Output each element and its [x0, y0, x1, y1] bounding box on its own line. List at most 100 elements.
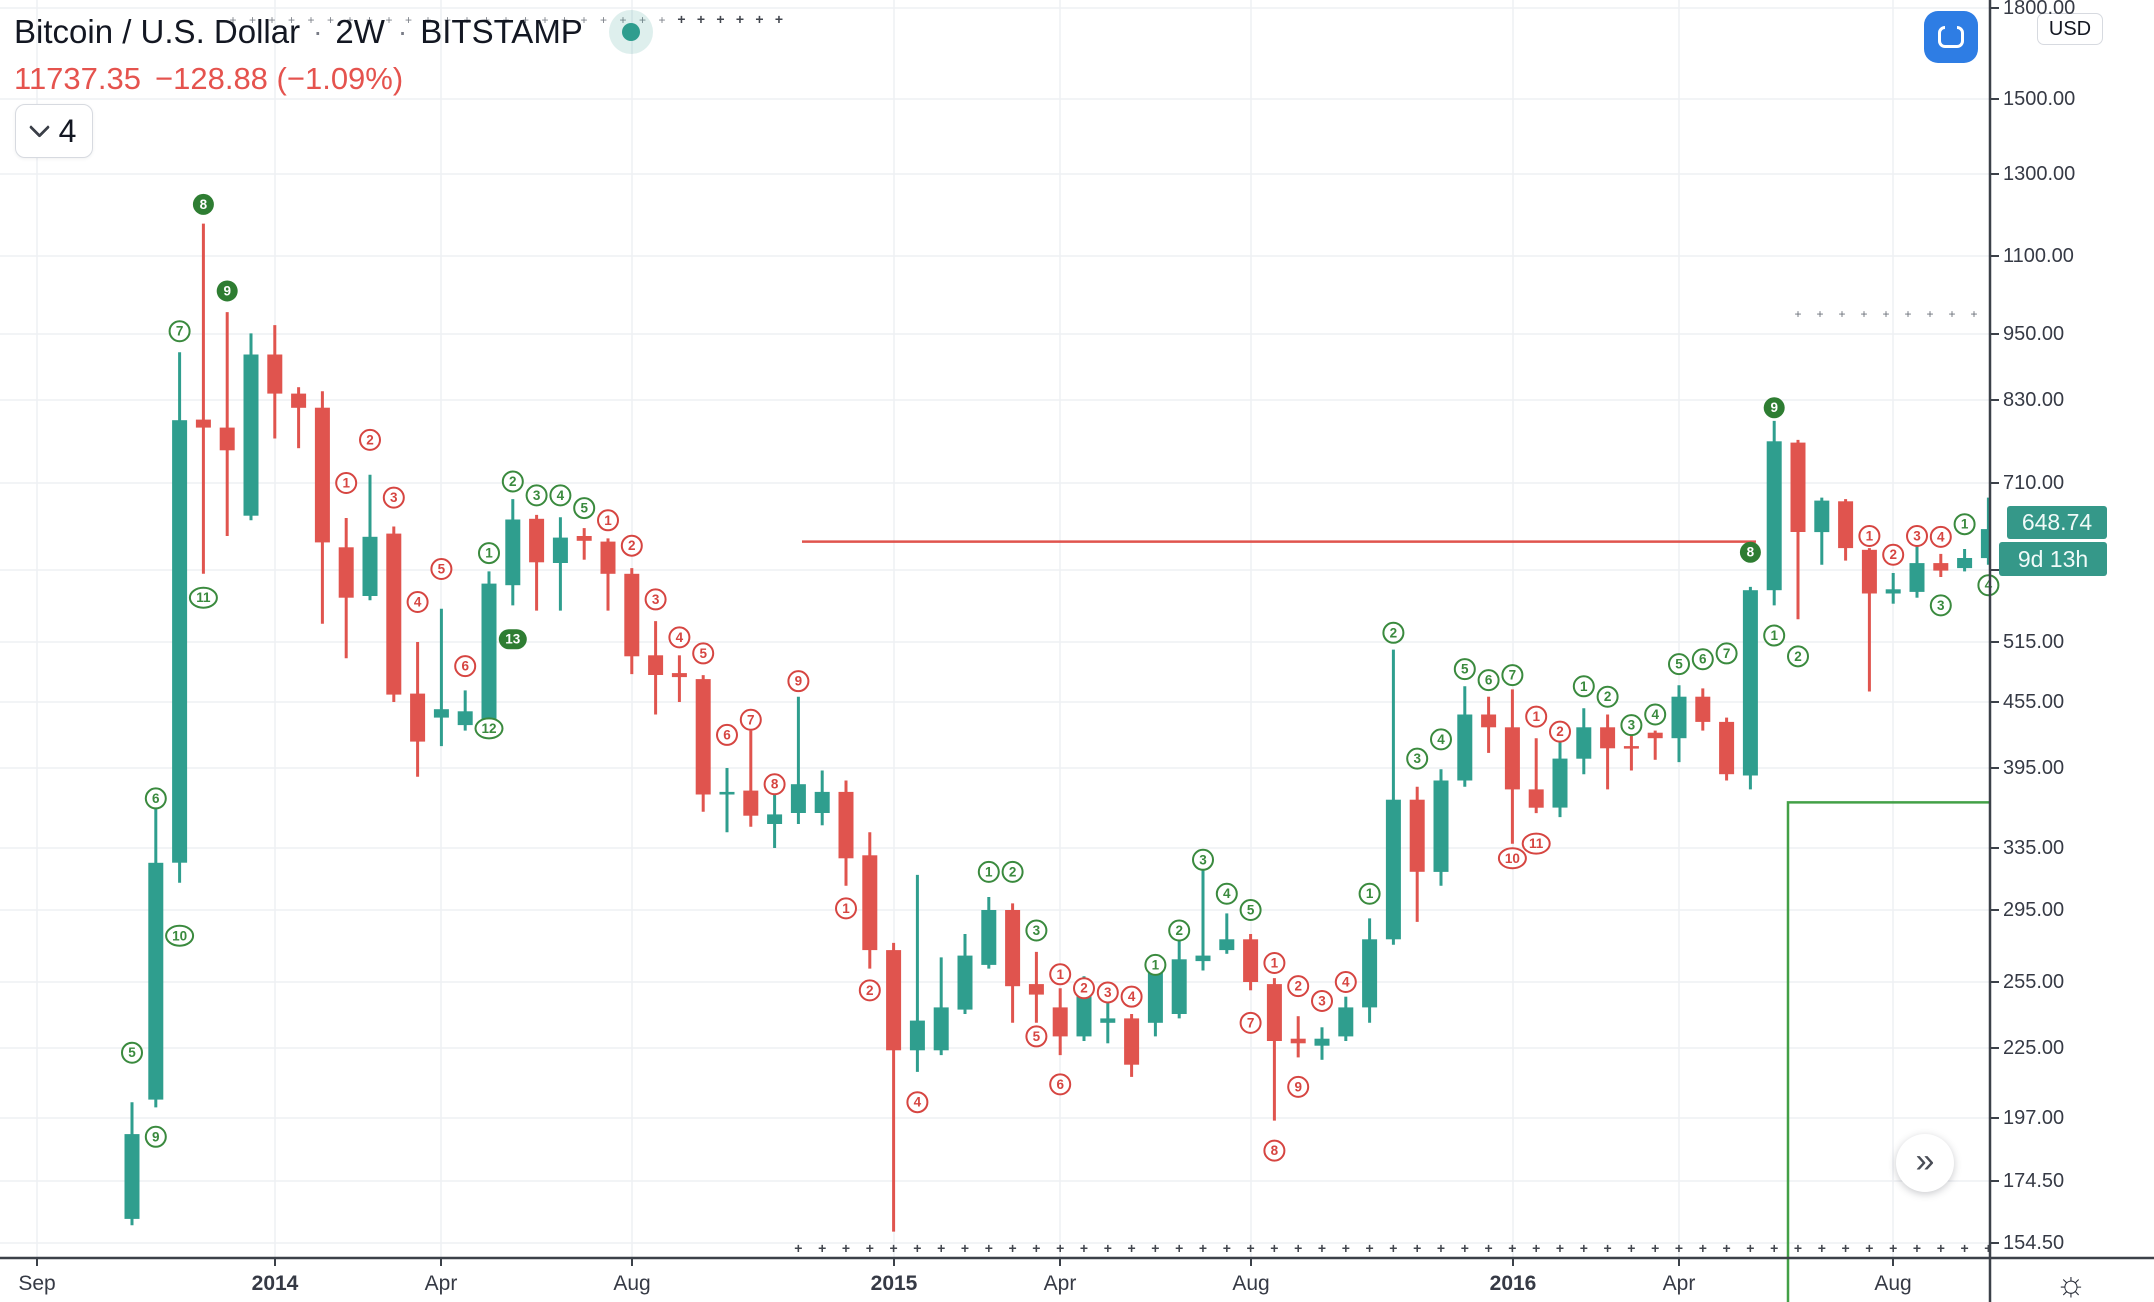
badge-outline: [644, 588, 667, 611]
svg-text:+: +: [1532, 1240, 1540, 1256]
candle-body: [1076, 988, 1092, 1037]
svg-text:3: 3: [390, 490, 398, 505]
svg-text:+: +: [1675, 1240, 1683, 1256]
badge-outline: [1763, 624, 1786, 647]
market-status-dot[interactable]: [608, 10, 653, 54]
svg-text:4: 4: [557, 488, 565, 503]
last-price-value: 11737.35: [14, 61, 141, 96]
badge-outline: [1549, 720, 1571, 743]
candle-body: [195, 419, 211, 428]
svg-text:+: +: [1389, 1240, 1397, 1256]
badge-outline: [1096, 981, 1119, 1004]
candle-body: [576, 536, 592, 541]
candle-body: [1385, 799, 1401, 940]
svg-text:2: 2: [628, 538, 636, 553]
svg-text:+: +: [1816, 307, 1823, 321]
svg-text:1: 1: [1580, 679, 1588, 694]
badge-outline: [1953, 513, 1976, 536]
svg-text:+: +: [1366, 1240, 1374, 1256]
badge-filled: [498, 629, 527, 650]
badge-outline: [1406, 747, 1429, 770]
price-tick-label: 255.00: [2003, 971, 2065, 993]
fullscreen-button[interactable]: [1924, 11, 1978, 63]
svg-text:+: +: [1794, 1240, 1802, 1256]
exchange-label[interactable]: BITSTAMP: [420, 13, 583, 50]
badge-outline: [1334, 971, 1357, 993]
svg-text:7: 7: [1509, 668, 1517, 683]
svg-text:4: 4: [1937, 529, 1945, 544]
svg-text:+: +: [1104, 1240, 1112, 1256]
candle-body: [386, 533, 402, 695]
svg-text:9: 9: [223, 283, 231, 298]
svg-text:10: 10: [1505, 851, 1520, 866]
svg-text:1: 1: [985, 864, 993, 879]
svg-text:+: +: [937, 1240, 945, 1256]
candle-body: [909, 1020, 925, 1051]
candle-body: [1885, 589, 1901, 594]
svg-text:+: +: [229, 13, 236, 27]
badge-outline: [1453, 658, 1476, 681]
svg-text:1: 1: [1866, 529, 1874, 544]
candle-body: [719, 791, 735, 795]
svg-text:+: +: [346, 13, 353, 27]
svg-text:1: 1: [1366, 886, 1374, 901]
badge-outline: [144, 1125, 167, 1148]
price-tick-label: 1300.00: [2003, 163, 2076, 185]
badge-outline: [739, 708, 762, 731]
svg-text:4: 4: [1128, 989, 1136, 1004]
badge-outline: [525, 484, 548, 507]
badge-outline: [1787, 645, 1809, 668]
price-tick-label: 830.00: [2003, 389, 2065, 411]
svg-text:3: 3: [1913, 529, 1921, 544]
svg-text:+: +: [1651, 1240, 1659, 1256]
green-step-line[interactable]: [1786, 801, 1990, 1302]
badge-outline: [1906, 525, 1928, 548]
candle-body: [1933, 563, 1949, 571]
svg-text:1: 1: [1271, 955, 1279, 970]
svg-text:+: +: [794, 1240, 802, 1256]
theme-sun-icon[interactable]: ☼: [2055, 1265, 2087, 1302]
svg-text:+: +: [913, 1240, 921, 1256]
candle-body: [933, 1007, 949, 1051]
svg-text:8: 8: [200, 197, 208, 212]
bar-countdown-badge: 9d 13h: [1999, 542, 2107, 576]
candle-body: [1861, 549, 1877, 594]
svg-text:+: +: [1247, 1240, 1255, 1256]
price-tick-label: 455.00: [2003, 691, 2065, 713]
svg-text:1: 1: [842, 901, 850, 916]
svg-text:+: +: [716, 11, 724, 27]
chart-legend[interactable]: Bitcoin / U.S. Dollar · 2W · BITSTAMP: [14, 10, 653, 54]
svg-text:+: +: [736, 11, 744, 27]
badge-outline: [359, 428, 381, 451]
svg-text:6: 6: [1485, 673, 1493, 688]
svg-text:+: +: [1151, 1240, 1159, 1256]
svg-text:+: +: [268, 13, 275, 27]
badge-outline: [1382, 621, 1405, 644]
svg-text:7: 7: [1723, 646, 1731, 661]
objects-tree-dropdown[interactable]: 4: [15, 104, 93, 158]
interval-label[interactable]: 2W: [335, 13, 385, 50]
svg-text:+: +: [1889, 1240, 1897, 1256]
symbol-title[interactable]: Bitcoin / U.S. Dollar: [14, 13, 301, 50]
candle-body: [1719, 721, 1735, 775]
svg-text:2: 2: [866, 983, 874, 998]
svg-text:5: 5: [438, 562, 446, 577]
candle-body: [695, 679, 711, 795]
svg-text:2: 2: [366, 432, 374, 447]
mid-marker-dots: + + + + + + + + +: [1794, 307, 1977, 321]
svg-text:+: +: [677, 11, 685, 27]
badge-outline: [430, 558, 453, 580]
badge-outline: [1572, 675, 1595, 698]
badge-outline: [668, 626, 691, 649]
price-tick-label: 197.00: [2003, 1107, 2065, 1129]
badge-outline: [1001, 860, 1024, 883]
candle-body: [624, 573, 640, 657]
svg-text:+: +: [522, 13, 529, 27]
svg-text:+: +: [1318, 1240, 1326, 1256]
currency-toggle-button[interactable]: USD: [2037, 13, 2103, 45]
candle-body: [1838, 501, 1854, 549]
price-tick-label: 295.00: [2003, 899, 2065, 921]
svg-text:7: 7: [1247, 1015, 1255, 1030]
scroll-to-latest-button[interactable]: »: [1896, 1134, 1954, 1192]
